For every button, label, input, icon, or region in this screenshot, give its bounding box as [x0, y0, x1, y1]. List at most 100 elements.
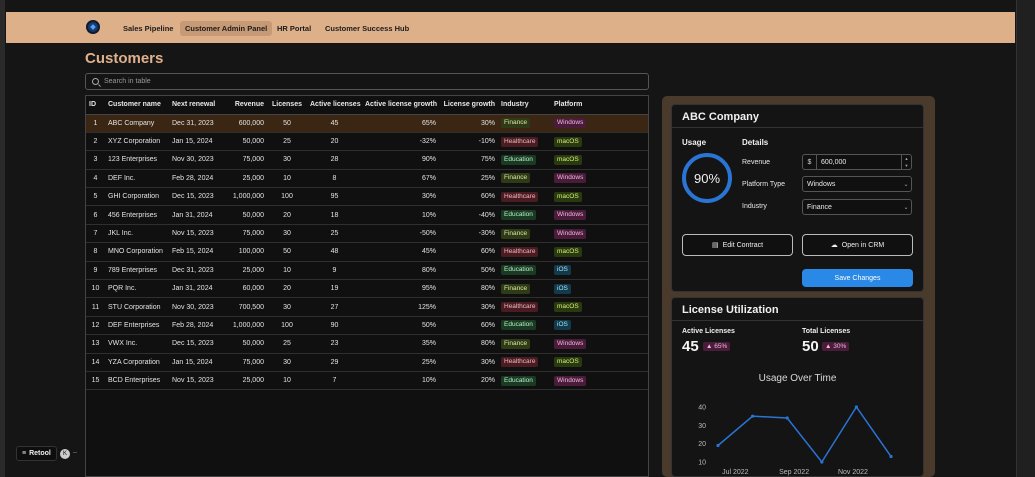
industry-cell: Healthcare	[498, 187, 551, 207]
save-changes-button[interactable]: Save Changes	[802, 269, 913, 287]
table-cell: 25	[307, 224, 362, 244]
industry-tag: Finance	[501, 338, 531, 349]
usage-data-point[interactable]	[751, 414, 755, 418]
usage-data-point[interactable]	[820, 460, 824, 464]
left-edge	[0, 0, 5, 477]
scrollbar[interactable]	[1016, 0, 1035, 477]
platform-cell: Windows	[551, 224, 648, 244]
table-cell: 45%	[362, 242, 439, 262]
usage-data-point[interactable]	[785, 416, 789, 420]
total-licenses-value: 50	[802, 338, 819, 355]
platform-cell: macOS	[551, 297, 648, 317]
table-cell: Dec 31, 2023	[169, 261, 226, 281]
usage-data-point[interactable]	[716, 443, 720, 448]
platform-cell: macOS	[551, 132, 648, 152]
active-licenses-badge: ▲ 65%	[703, 342, 731, 351]
table-row[interactable]: 15 BCD Enterprises Nov 15, 2023 25,000 10 7 10…	[86, 371, 648, 391]
table-row[interactable]: 12 DEF Enterprises Feb 28, 2024 1,000,000 10…	[86, 316, 648, 336]
table-row[interactable]: 4 DEF Inc. Feb 28, 2024 25,000 10 8 67% 25% Fina…	[86, 169, 648, 189]
edit-contract-button[interactable]: ▤ Edit Contract	[682, 234, 793, 256]
close-icon[interactable]: K	[60, 449, 70, 459]
table-cell: 456 Enterprises	[105, 205, 169, 225]
retool-label: Retool	[29, 450, 51, 457]
minimize-icon[interactable]: –	[73, 449, 77, 456]
table-cell: 20	[267, 205, 307, 225]
search-input[interactable]: Search in table	[85, 73, 649, 90]
retool-badge[interactable]: ≡ Retool	[16, 446, 57, 461]
table-row[interactable]: 7 JKL Inc. Nov 15, 2023 75,000 30 25 -50% -30% F…	[86, 224, 648, 244]
industry-select[interactable]: Finance ⌄	[802, 199, 912, 215]
column-header[interactable]: Licenses	[267, 96, 307, 115]
chevron-up-icon[interactable]: ▲	[904, 156, 909, 161]
table-cell: 12	[86, 316, 105, 336]
table-row[interactable]: 1 ABC Company Dec 31, 2023 600,000 50 45 65% 30…	[86, 114, 648, 133]
table-cell: ABC Company	[105, 114, 169, 133]
industry-cell: Healthcare	[498, 297, 551, 317]
table-row[interactable]: 8 MNO Corporation Feb 15, 2024 100,000 50 48 4…	[86, 242, 648, 262]
table-cell: 30	[267, 297, 307, 317]
column-header[interactable]: License growth	[439, 96, 498, 115]
table-row[interactable]: 11 STU Corporation Nov 30, 2023 700,500 30 27…	[86, 297, 648, 317]
table-row[interactable]: 2 XYZ Corporation Jan 15, 2024 50,000 25 20 -3…	[86, 132, 648, 152]
revenue-field[interactable]: $ 600,000 ▲ ▼	[802, 154, 912, 170]
table-cell: 25%	[439, 169, 498, 189]
x-tick-label: Nov 2022	[838, 469, 868, 476]
table-cell: 23	[307, 334, 362, 354]
platform-cell: macOS	[551, 353, 648, 372]
column-header[interactable]: ID	[86, 96, 105, 115]
platform-tag: Windows	[554, 210, 587, 221]
usage-data-point[interactable]	[889, 454, 893, 459]
usage-data-point[interactable]	[854, 405, 858, 409]
table-cell: 10	[267, 261, 307, 281]
nav-customer-admin-panel[interactable]: Customer Admin Panel	[180, 21, 273, 36]
platform-cell: Windows	[551, 169, 648, 189]
column-header[interactable]: Platform	[551, 96, 648, 115]
column-header[interactable]: Industry	[498, 96, 551, 115]
platform-cell: iOS	[551, 261, 648, 281]
table-row[interactable]: 10 PQR Inc. Jan 31, 2024 60,000 20 19 95% 80% Fi…	[86, 279, 648, 299]
industry-tag: Healthcare	[501, 191, 539, 202]
search-icon	[92, 78, 99, 85]
nav-hr-portal[interactable]: HR Portal	[277, 24, 312, 33]
table-cell: 90%	[362, 150, 439, 170]
usage-value: 90%	[693, 170, 721, 186]
revenue-stepper[interactable]: ▲ ▼	[901, 155, 911, 169]
retool-logo-icon: ≡	[22, 450, 27, 457]
table-cell: 25,000	[226, 371, 267, 391]
table-cell: 50,000	[226, 334, 267, 354]
platform-type-select[interactable]: Windows ⌄	[802, 176, 912, 192]
column-header[interactable]: Revenue	[226, 96, 267, 115]
column-header[interactable]: Active licenses	[307, 96, 362, 115]
chevron-down-icon[interactable]: ▼	[904, 163, 909, 168]
industry-cell: Education	[498, 205, 551, 225]
table-row[interactable]: 6 456 Enterprises Jan 31, 2024 50,000 20 18 10…	[86, 205, 648, 225]
table-row[interactable]: 9 789 Enterprises Dec 31, 2023 25,000 10 9 80%…	[86, 261, 648, 281]
table-cell: 75%	[439, 150, 498, 170]
column-header[interactable]: Next renewal	[169, 96, 226, 115]
industry-cell: Education	[498, 261, 551, 281]
table-cell: Jan 31, 2024	[169, 279, 226, 299]
platform-cell: iOS	[551, 316, 648, 336]
table-cell: 7	[86, 224, 105, 244]
table-row[interactable]: 13 VWX Inc. Dec 15, 2023 50,000 25 23 35% 80% Fi…	[86, 334, 648, 354]
column-header[interactable]: Customer name	[105, 96, 169, 115]
platform-cell: macOS	[551, 242, 648, 262]
customers-table[interactable]: ID Customer name Next renewal Revenue Licens…	[85, 95, 649, 477]
table-cell: 30%	[439, 297, 498, 317]
cloud-icon: ☁	[830, 242, 838, 249]
table-cell: 9	[86, 261, 105, 281]
revenue-value: 600,000	[821, 158, 847, 166]
table-cell: 25%	[362, 353, 439, 372]
save-changes-label: Save Changes	[834, 274, 881, 282]
usage-over-time-chart: 10 20 30 40 Jul 2022 Sep 2022 Nov 2022	[698, 405, 893, 476]
table-row[interactable]: 5 GHI Corporation Dec 15, 2023 1,000,000 100…	[86, 187, 648, 207]
table-row[interactable]: 14 YZA Corporation Jan 15, 2024 75,000 30 29 2…	[86, 353, 648, 372]
open-in-crm-button[interactable]: ☁ Open in CRM	[802, 234, 913, 256]
nav-sales-pipeline[interactable]: Sales Pipeline	[123, 24, 174, 33]
nav-customer-success-hub[interactable]: Customer Success Hub	[325, 24, 410, 33]
column-header[interactable]: Active license growth	[362, 96, 439, 115]
table-cell: 15	[86, 371, 105, 391]
platform-type-label: Platform Type	[742, 181, 786, 188]
table-row[interactable]: 3 123 Enterprises Nov 30, 2023 75,000 30 28 90…	[86, 150, 648, 170]
app-logo-icon[interactable]	[86, 20, 100, 34]
